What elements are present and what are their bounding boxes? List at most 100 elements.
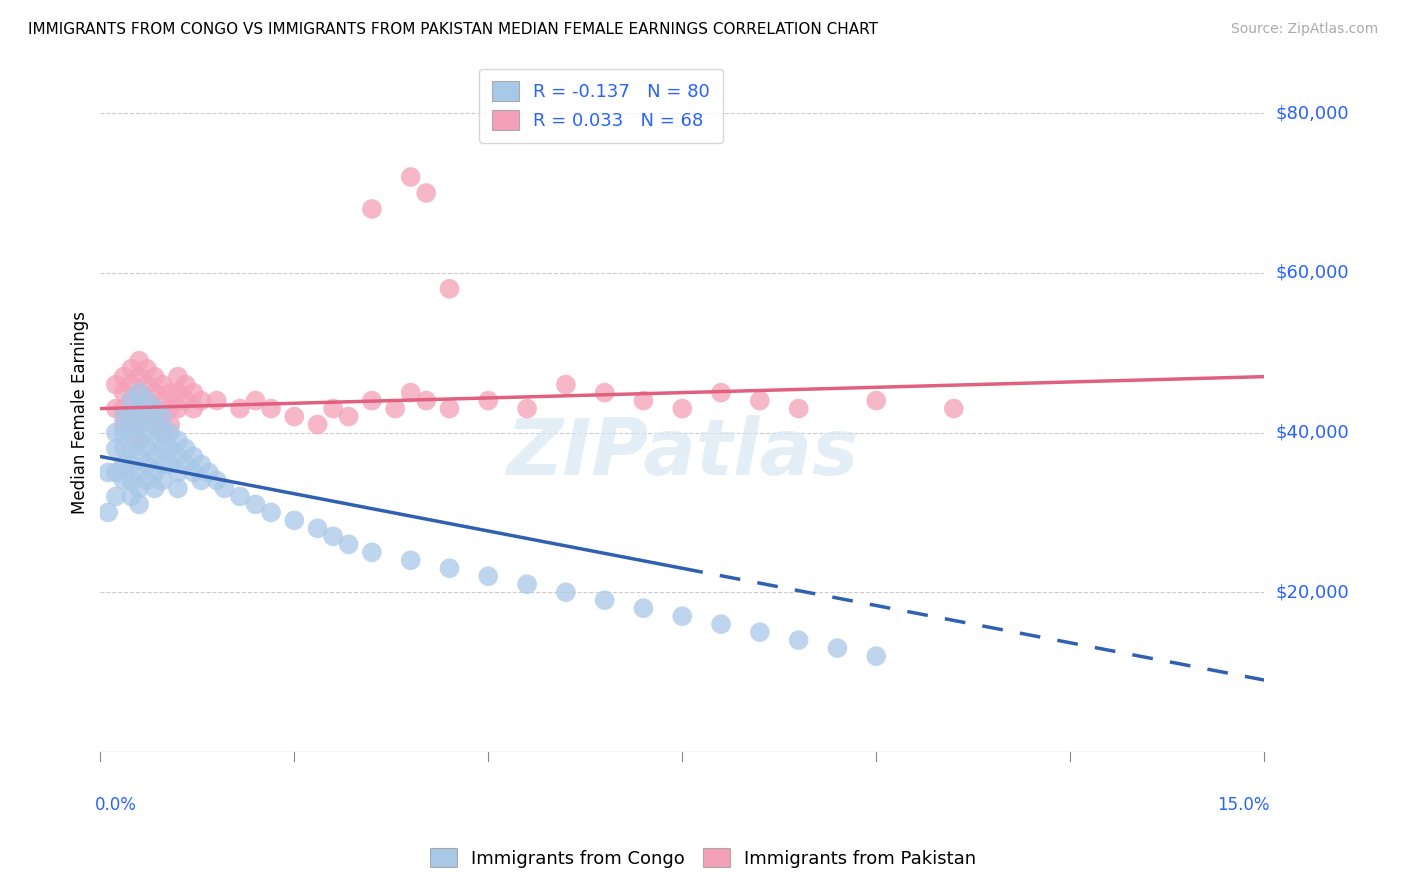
Point [128,353,150,368]
Point [159,442,181,456]
Point [337,537,360,551]
Point [159,401,181,416]
Point [128,417,150,432]
Point [120,361,142,376]
Point [307,417,329,432]
Point [190,458,212,472]
Point [283,409,305,424]
Point [152,393,174,408]
Point [143,450,166,464]
Point [283,513,305,527]
Point [120,377,142,392]
Point [112,458,135,472]
Point [787,401,810,416]
Point [415,393,437,408]
Point [104,466,127,480]
Point [942,401,965,416]
Point [128,434,150,448]
Point [120,425,142,440]
Point [415,186,437,200]
Point [399,169,422,184]
Point [143,401,166,416]
Point [143,401,166,416]
Point [143,369,166,384]
Point [159,458,181,472]
Point [104,490,127,504]
Point [152,377,174,392]
Point [671,609,693,624]
Point [112,409,135,424]
Point [322,401,344,416]
Point [128,417,150,432]
Point [143,434,166,448]
Point [152,409,174,424]
Point [167,385,190,400]
Point [174,377,197,392]
Point [104,401,127,416]
Point [361,202,384,216]
Point [135,393,157,408]
Text: $80,000: $80,000 [1275,104,1350,122]
Legend: Immigrants from Congo, Immigrants from Pakistan: Immigrants from Congo, Immigrants from P… [419,838,987,879]
Point [135,361,157,376]
Point [143,417,166,432]
Point [190,474,212,488]
Point [120,458,142,472]
Point [748,393,770,408]
Point [128,401,150,416]
Point [135,458,157,472]
Point [183,401,205,416]
Point [198,466,221,480]
Point [399,553,422,567]
Point [633,601,655,615]
Point [183,385,205,400]
Point [112,474,135,488]
Point [671,401,693,416]
Point [439,282,461,296]
Point [104,425,127,440]
Point [174,393,197,408]
Y-axis label: Median Female Earnings: Median Female Earnings [72,311,89,514]
Point [439,401,461,416]
Point [361,545,384,559]
Point [748,625,770,640]
Point [128,385,150,400]
Point [112,417,135,432]
Point [174,442,197,456]
Point [128,450,150,464]
Point [135,474,157,488]
Point [827,641,849,656]
Point [439,561,461,575]
Point [245,497,267,511]
Point [167,401,190,416]
Point [143,417,166,432]
Point [710,617,733,632]
Point [135,425,157,440]
Point [260,505,283,519]
Point [143,482,166,496]
Point [112,369,135,384]
Text: $20,000: $20,000 [1275,583,1350,601]
Point [152,474,174,488]
Point [787,633,810,648]
Text: IMMIGRANTS FROM CONGO VS IMMIGRANTS FROM PAKISTAN MEDIAN FEMALE EARNINGS CORRELA: IMMIGRANTS FROM CONGO VS IMMIGRANTS FROM… [28,22,879,37]
Point [152,425,174,440]
Text: ZIPatlas: ZIPatlas [506,416,859,491]
Point [516,577,538,591]
Point [104,442,127,456]
Point [214,482,236,496]
Point [135,409,157,424]
Point [183,450,205,464]
Point [97,466,120,480]
Point [167,434,190,448]
Text: $60,000: $60,000 [1275,264,1350,282]
Legend: R = -0.137   N = 80, R = 0.033   N = 68: R = -0.137 N = 80, R = 0.033 N = 68 [479,69,723,143]
Point [167,482,190,496]
Point [516,401,538,416]
Point [143,385,166,400]
Point [120,393,142,408]
Point [307,521,329,535]
Point [593,385,616,400]
Point [120,393,142,408]
Point [322,529,344,543]
